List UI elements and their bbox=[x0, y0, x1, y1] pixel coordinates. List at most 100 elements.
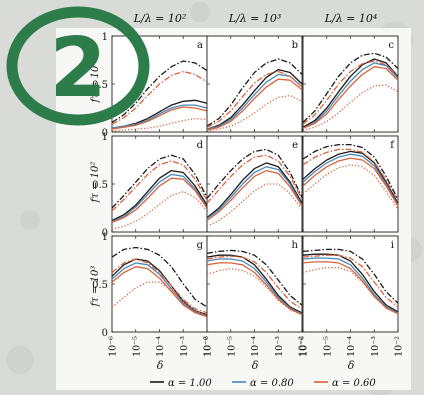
row-label-2: fτ = 10² bbox=[90, 162, 101, 204]
series-line-f-4 bbox=[302, 148, 399, 202]
panel-letter-d: d bbox=[197, 140, 204, 151]
series-line-c-3 bbox=[302, 52, 399, 123]
series-line-h-2 bbox=[206, 262, 303, 316]
legend-label-3: α = 0.60 bbox=[332, 378, 376, 389]
legend-label-1: α = 1.00 bbox=[168, 378, 212, 389]
legend: α = 1.00 α = 0.80 α = 0.60 bbox=[150, 378, 376, 389]
series-line-d-4 bbox=[111, 160, 208, 212]
series-line-h-1 bbox=[206, 258, 303, 315]
series-line-d-0 bbox=[111, 169, 208, 222]
series-line-d-5 bbox=[111, 191, 208, 230]
series-line-d-3 bbox=[111, 154, 208, 209]
panel-letter-a: a bbox=[197, 40, 203, 51]
x-tick-label-i: 10⁻² bbox=[394, 336, 405, 357]
series-line-c-2 bbox=[302, 66, 399, 129]
x-tick-label-g: 10⁻⁴ bbox=[155, 336, 166, 357]
x-axis-label-1: δ bbox=[157, 359, 164, 372]
series-line-i-1 bbox=[302, 257, 399, 314]
series-line-e-4 bbox=[206, 154, 303, 204]
x-tick-label-h: 10⁻⁵ bbox=[226, 336, 237, 357]
y-tick-label-d: 1 bbox=[102, 132, 108, 143]
series-line-b-3 bbox=[206, 58, 303, 127]
y-tick-label-g: 0.5 bbox=[92, 280, 108, 291]
column-title-3: L/λ = 10⁴ bbox=[324, 12, 378, 25]
series-line-i-4 bbox=[302, 254, 399, 308]
row-label-3: fτ = 10³ bbox=[90, 266, 101, 308]
y-tick-label-a: 1 bbox=[102, 32, 108, 43]
panel-frame-b bbox=[206, 35, 303, 133]
series-line-f-2 bbox=[302, 157, 399, 207]
series-line-h-3 bbox=[206, 249, 303, 306]
x-tick-label-h: 10⁻³ bbox=[274, 336, 285, 357]
x-tick-label-g: 10⁻³ bbox=[179, 336, 190, 357]
panel-letter-c: c bbox=[388, 40, 394, 51]
series-line-i-3 bbox=[302, 248, 399, 304]
x-tick-label-g: 10⁻⁶ bbox=[108, 336, 119, 357]
series-line-d-1 bbox=[111, 173, 208, 223]
column-title-1: L/λ = 10² bbox=[133, 12, 187, 25]
series-line-f-3 bbox=[302, 143, 399, 200]
series-line-a-5 bbox=[111, 117, 208, 132]
series-line-b-5 bbox=[206, 94, 303, 132]
y-tick-label-d: 0.5 bbox=[92, 180, 108, 191]
badge-number: 2 bbox=[49, 21, 106, 116]
series-line-a-2 bbox=[111, 106, 208, 130]
series-line-g-5 bbox=[111, 281, 208, 317]
column-title-2: L/λ = 10³ bbox=[228, 12, 282, 25]
panel-f: f bbox=[302, 135, 399, 233]
series-line-h-5 bbox=[206, 267, 303, 316]
series-line-b-0 bbox=[206, 68, 303, 130]
panel-i: i 10⁻⁶ 10⁻⁵ 10⁻⁴ 10⁻³ 10⁻² bbox=[299, 235, 405, 357]
x-tick-label-h: 10⁻² bbox=[298, 336, 309, 357]
x-tick-label-i: 10⁻⁴ bbox=[346, 336, 357, 357]
x-axis-label-2: δ bbox=[252, 359, 259, 372]
series-line-f-1 bbox=[302, 153, 399, 206]
x-tick-label-g: 10⁻⁵ bbox=[131, 336, 142, 357]
x-tick-label-i: 10⁻⁵ bbox=[322, 336, 333, 357]
panel-d: d 0 0.5 1 bbox=[92, 132, 208, 239]
x-tick-label-h: 10⁻⁶ bbox=[203, 336, 214, 357]
series-line-g-1 bbox=[111, 262, 208, 317]
x-tick-label-h: 10⁻⁴ bbox=[250, 336, 261, 357]
series-line-f-5 bbox=[302, 164, 399, 210]
series-line-e-1 bbox=[206, 166, 303, 220]
panel-c: c bbox=[302, 35, 399, 133]
panel-letter-f: f bbox=[390, 140, 395, 151]
panel-g: g 0 0.5 1 10⁻⁶ 10⁻⁵ 10⁻⁴ 10⁻³ 10⁻² bbox=[92, 232, 213, 357]
series-line-c-5 bbox=[302, 84, 399, 131]
legend-label-2: α = 0.80 bbox=[250, 378, 294, 389]
series-line-b-4 bbox=[206, 70, 303, 128]
x-axis-label-3: δ bbox=[348, 359, 355, 372]
panel-h: h 10⁻⁶ 10⁻⁵ 10⁻⁴ 10⁻³ 10⁻² bbox=[203, 235, 309, 357]
y-tick-label-g: 0 bbox=[102, 328, 108, 339]
panel-letter-e: e bbox=[292, 140, 298, 151]
series-line-i-5 bbox=[302, 267, 399, 315]
x-tick-label-i: 10⁻⁶ bbox=[299, 336, 310, 357]
series-line-g-2 bbox=[111, 266, 208, 318]
number-badge: 2 bbox=[6, 6, 150, 126]
y-tick-label-a: 0 bbox=[102, 128, 108, 139]
series-line-f-0 bbox=[302, 150, 399, 204]
y-tick-label-a: 0.5 bbox=[92, 80, 108, 91]
y-tick-label-g: 1 bbox=[102, 232, 108, 243]
panel-letter-g: g bbox=[197, 240, 204, 251]
series-line-b-1 bbox=[206, 73, 303, 130]
panel-frame-g bbox=[111, 235, 208, 333]
panel-letter-h: h bbox=[292, 240, 299, 251]
row-label-1: fτ = 10 bbox=[90, 65, 101, 103]
series-line-h-0 bbox=[206, 254, 303, 314]
series-line-d-2 bbox=[111, 177, 208, 224]
series-line-i-0 bbox=[302, 253, 399, 313]
panel-b: b bbox=[206, 35, 303, 133]
panel-e: e bbox=[206, 135, 303, 233]
panel-letter-i: i bbox=[391, 240, 394, 251]
series-line-c-4 bbox=[302, 60, 399, 125]
series-line-c-1 bbox=[302, 62, 399, 129]
series-line-i-2 bbox=[302, 261, 399, 315]
series-line-a-3 bbox=[111, 60, 208, 123]
series-line-e-2 bbox=[206, 169, 303, 222]
badge-ring bbox=[6, 6, 150, 126]
series-line-b-2 bbox=[206, 78, 303, 131]
